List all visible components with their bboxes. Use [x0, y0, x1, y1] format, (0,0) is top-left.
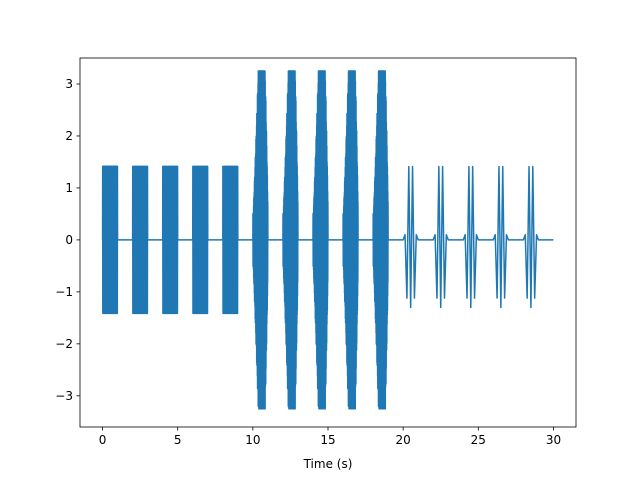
signal-line [101, 70, 554, 410]
y-tick-label: 3 [65, 77, 73, 91]
x-tick-label: 25 [471, 433, 486, 447]
y-tick-label: −1 [55, 285, 73, 299]
x-axis-label: Time (s) [303, 457, 353, 471]
y-tick-label: 1 [65, 181, 73, 195]
y-tick-label: −2 [55, 337, 73, 351]
x-tick-label: 20 [396, 433, 411, 447]
y-axis: −3 −2 −1 0 1 2 3 [55, 77, 80, 403]
x-tick-label: 0 [99, 433, 107, 447]
x-tick-label: 5 [174, 433, 182, 447]
y-tick-label: 2 [65, 129, 73, 143]
y-tick-label: 0 [65, 233, 73, 247]
y-tick-label: −3 [55, 389, 73, 403]
plot-area [101, 70, 554, 410]
x-tick-label: 15 [320, 433, 335, 447]
x-tick-label: 30 [546, 433, 561, 447]
x-tick-label: 10 [245, 433, 260, 447]
x-axis: 0 5 10 15 20 25 30 [99, 427, 561, 447]
